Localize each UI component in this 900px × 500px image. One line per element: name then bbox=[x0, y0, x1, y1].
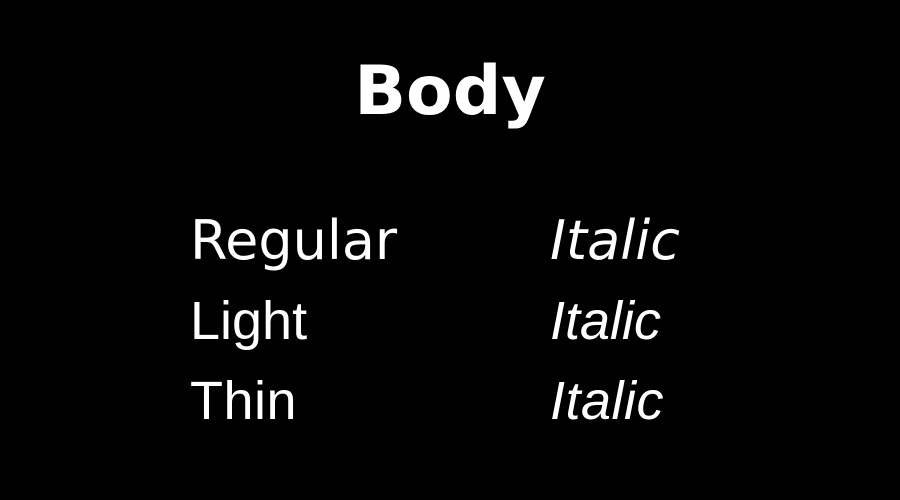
italic-sample-regular: Italic bbox=[550, 209, 680, 272]
italic-sample-light: Italic bbox=[550, 291, 662, 351]
weight-row-regular: Regular Italic bbox=[190, 206, 710, 276]
specimen-title: Body bbox=[354, 52, 546, 131]
weight-row-thin: Thin Italic bbox=[190, 366, 710, 436]
weight-label-thin: Thin bbox=[190, 371, 298, 431]
weight-label-regular: Regular bbox=[190, 209, 398, 272]
weight-label-light: Light bbox=[190, 291, 308, 351]
weight-row-light: Light Italic bbox=[190, 286, 710, 356]
italic-sample-thin: Italic bbox=[550, 371, 665, 431]
